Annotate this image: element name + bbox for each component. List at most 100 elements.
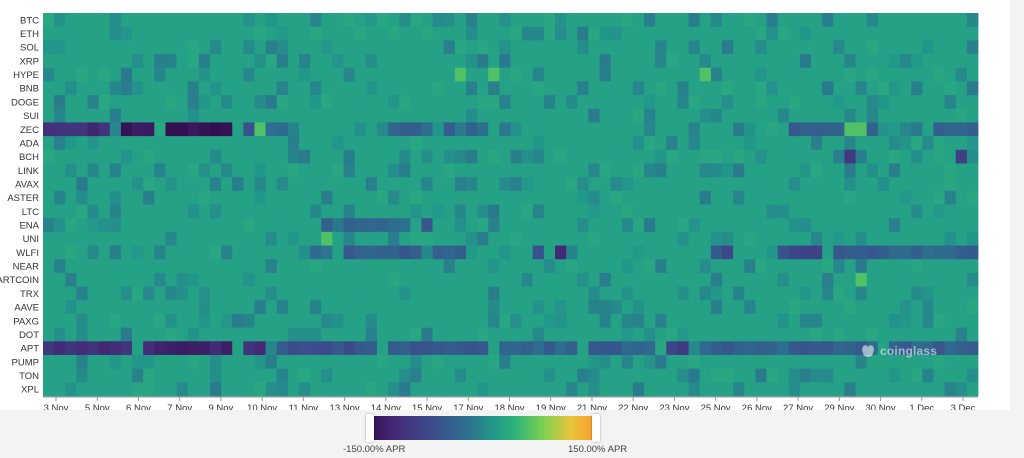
heatmap-cell[interactable] bbox=[777, 382, 790, 397]
heatmap-cell[interactable] bbox=[822, 286, 834, 301]
heatmap-cell[interactable] bbox=[966, 204, 979, 219]
heatmap-cell[interactable] bbox=[421, 327, 433, 342]
heatmap-cell[interactable] bbox=[76, 163, 88, 178]
heatmap-cell[interactable] bbox=[343, 26, 356, 41]
heatmap-cell[interactable] bbox=[421, 313, 433, 329]
heatmap-cell[interactable] bbox=[777, 204, 790, 219]
heatmap-cell[interactable] bbox=[566, 300, 578, 315]
heatmap-cell[interactable] bbox=[721, 327, 734, 342]
heatmap-cell[interactable] bbox=[76, 190, 88, 205]
heatmap-cell[interactable] bbox=[911, 341, 923, 356]
heatmap-cell[interactable] bbox=[343, 163, 356, 178]
heatmap-cell[interactable] bbox=[788, 81, 801, 96]
heatmap-cell[interactable] bbox=[510, 327, 523, 342]
heatmap-cell[interactable] bbox=[721, 40, 734, 55]
heatmap-cell[interactable] bbox=[54, 204, 66, 219]
heatmap-cell[interactable] bbox=[922, 81, 934, 96]
heatmap-cell[interactable] bbox=[632, 354, 645, 370]
heatmap-cell[interactable] bbox=[299, 190, 311, 205]
heatmap-cell[interactable] bbox=[299, 300, 311, 315]
heatmap-cell[interactable] bbox=[143, 204, 155, 219]
heatmap-cell[interactable] bbox=[966, 354, 979, 370]
heatmap-cell[interactable] bbox=[132, 108, 144, 123]
heatmap-cell[interactable] bbox=[454, 122, 467, 137]
heatmap-cell[interactable] bbox=[599, 149, 612, 164]
heatmap-cell[interactable] bbox=[632, 163, 645, 178]
heatmap-cell[interactable] bbox=[822, 40, 834, 55]
heatmap-cell[interactable] bbox=[721, 122, 734, 137]
heatmap-cell[interactable] bbox=[232, 177, 244, 192]
heatmap-cell[interactable] bbox=[287, 26, 300, 41]
heatmap-cell[interactable] bbox=[677, 259, 689, 274]
heatmap-cell[interactable] bbox=[154, 163, 166, 178]
heatmap-cell[interactable] bbox=[321, 95, 333, 110]
heatmap-cell[interactable] bbox=[265, 354, 278, 370]
heatmap-cell[interactable] bbox=[221, 81, 233, 96]
heatmap-cell[interactable] bbox=[933, 122, 946, 137]
heatmap-cell[interactable] bbox=[666, 272, 678, 287]
heatmap-cell[interactable] bbox=[521, 177, 534, 192]
heatmap-cell[interactable] bbox=[421, 382, 433, 397]
heatmap-cell[interactable] bbox=[198, 149, 211, 164]
heatmap-cell[interactable] bbox=[120, 354, 133, 370]
heatmap-cell[interactable] bbox=[132, 26, 144, 41]
heatmap-cell[interactable] bbox=[321, 13, 333, 28]
heatmap-cell[interactable] bbox=[543, 122, 556, 137]
heatmap-cell[interactable] bbox=[877, 163, 890, 178]
heatmap-cell[interactable] bbox=[833, 149, 845, 164]
heatmap-cell[interactable] bbox=[76, 177, 88, 192]
heatmap-cell[interactable] bbox=[877, 95, 890, 110]
heatmap-cell[interactable] bbox=[254, 231, 267, 246]
heatmap-cell[interactable] bbox=[733, 13, 745, 28]
heatmap-cell[interactable] bbox=[132, 327, 144, 342]
heatmap-cell[interactable] bbox=[477, 272, 489, 287]
heatmap-cell[interactable] bbox=[877, 108, 890, 123]
heatmap-cell[interactable] bbox=[599, 341, 612, 356]
heatmap-cell[interactable] bbox=[766, 382, 779, 397]
heatmap-cell[interactable] bbox=[388, 136, 400, 151]
heatmap-cell[interactable] bbox=[132, 368, 144, 383]
heatmap-cell[interactable] bbox=[221, 259, 233, 274]
heatmap-cell[interactable] bbox=[566, 40, 578, 55]
heatmap-cell[interactable] bbox=[143, 382, 155, 397]
heatmap-cell[interactable] bbox=[154, 81, 166, 96]
heatmap-cell[interactable] bbox=[209, 286, 222, 301]
heatmap-cell[interactable] bbox=[477, 149, 489, 164]
heatmap-cell[interactable] bbox=[677, 177, 689, 192]
heatmap-cell[interactable] bbox=[410, 368, 422, 383]
heatmap-cell[interactable] bbox=[120, 204, 133, 219]
heatmap-cell[interactable] bbox=[265, 204, 278, 219]
heatmap-cell[interactable] bbox=[399, 95, 411, 110]
heatmap-cell[interactable] bbox=[410, 259, 422, 274]
heatmap-cell[interactable] bbox=[499, 341, 511, 356]
heatmap-cell[interactable] bbox=[777, 163, 790, 178]
heatmap-cell[interactable] bbox=[777, 177, 790, 192]
heatmap-cell[interactable] bbox=[432, 67, 445, 82]
heatmap-cell[interactable] bbox=[944, 218, 957, 233]
heatmap-cell[interactable] bbox=[521, 259, 534, 274]
heatmap-cell[interactable] bbox=[120, 26, 133, 41]
heatmap-cell[interactable] bbox=[287, 13, 300, 28]
heatmap-cell[interactable] bbox=[744, 313, 756, 329]
heatmap-cell[interactable] bbox=[599, 177, 612, 192]
heatmap-cell[interactable] bbox=[644, 177, 656, 192]
heatmap-cell[interactable] bbox=[955, 382, 968, 397]
heatmap-cell[interactable] bbox=[198, 204, 211, 219]
heatmap-cell[interactable] bbox=[176, 272, 189, 287]
heatmap-cell[interactable] bbox=[877, 300, 890, 315]
heatmap-cell[interactable] bbox=[254, 136, 267, 151]
heatmap-cell[interactable] bbox=[321, 327, 333, 342]
heatmap-cell[interactable] bbox=[766, 26, 779, 41]
heatmap-cell[interactable] bbox=[955, 122, 968, 137]
heatmap-cell[interactable] bbox=[488, 259, 500, 274]
heatmap-cell[interactable] bbox=[209, 272, 222, 287]
heatmap-cell[interactable] bbox=[276, 26, 289, 41]
heatmap-cell[interactable] bbox=[209, 149, 222, 164]
heatmap-cell[interactable] bbox=[310, 259, 322, 274]
heatmap-cell[interactable] bbox=[944, 13, 957, 28]
heatmap-cell[interactable] bbox=[588, 300, 600, 315]
heatmap-cell[interactable] bbox=[365, 13, 378, 28]
heatmap-cell[interactable] bbox=[888, 108, 901, 123]
heatmap-cell[interactable] bbox=[165, 54, 177, 69]
heatmap-cell[interactable] bbox=[488, 122, 500, 137]
